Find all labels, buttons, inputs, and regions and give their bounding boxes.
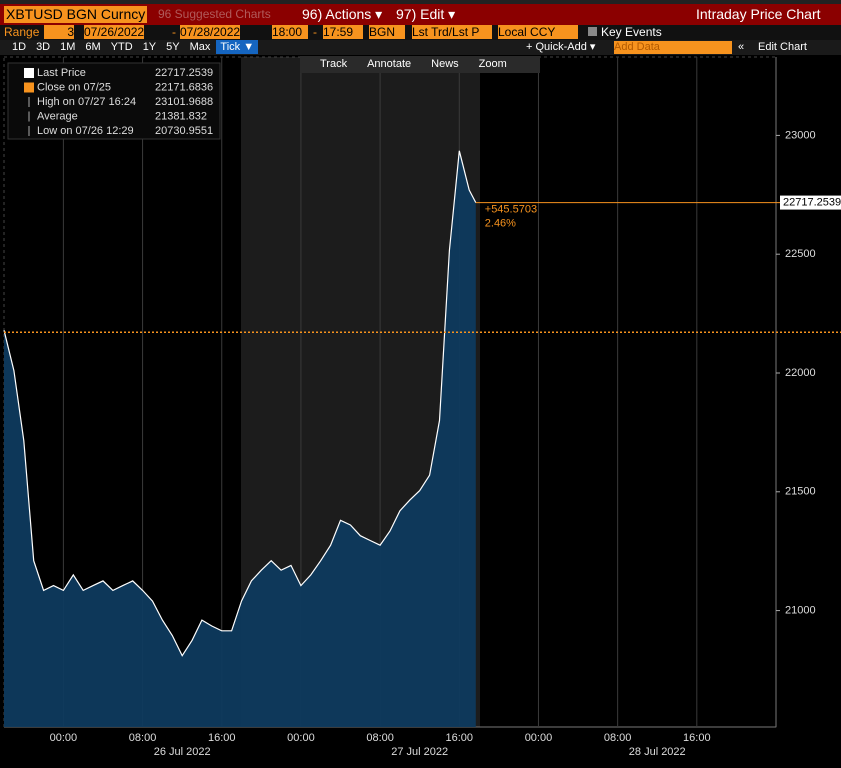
y-tick-label: 21000 xyxy=(785,604,816,616)
y-tick-label: 22000 xyxy=(785,367,816,379)
y-tick-label: 21500 xyxy=(785,486,816,498)
price-line xyxy=(3,150,477,657)
page-title: Intraday Price Chart xyxy=(696,6,821,22)
x-tick-label: 16:00 xyxy=(683,732,711,744)
last-price-label: 22717.2539 xyxy=(783,196,841,208)
legend-label: High on 07/27 16:24 xyxy=(37,96,136,108)
change-pct-label: 2.46% xyxy=(485,217,516,229)
key-events[interactable]: Key Events xyxy=(601,25,662,39)
legend-value: 23101.9688 xyxy=(155,96,213,108)
date-to[interactable]: 07/28/2022 xyxy=(180,25,241,39)
source[interactable]: BGN xyxy=(369,25,405,39)
period-button[interactable]: Max xyxy=(189,41,211,53)
collapse[interactable]: « xyxy=(738,41,745,53)
x-date-label: 26 Jul 2022 xyxy=(154,746,211,758)
legend-value: 22171.6836 xyxy=(155,81,213,93)
period-button[interactable]: YTD xyxy=(110,41,133,53)
y-tick-label: 22500 xyxy=(785,248,816,260)
period-button[interactable]: 3D xyxy=(36,41,51,53)
range-label: Range xyxy=(4,25,40,39)
legend-value: 20730.9551 xyxy=(155,125,213,137)
last-price-box xyxy=(780,195,841,210)
x-tick-label: 00:00 xyxy=(50,732,78,744)
x-tick-label: 16:00 xyxy=(208,732,236,744)
x-tick-label: 08:00 xyxy=(129,732,157,744)
legend-label: Last Price xyxy=(37,67,86,79)
x-tick-label: 08:00 xyxy=(366,732,394,744)
legend-label: Average xyxy=(37,110,78,122)
chart-tool[interactable]: Zoom xyxy=(478,58,507,70)
add-data[interactable]: Add Data xyxy=(614,41,732,54)
period-button[interactable]: 5Y xyxy=(166,41,180,53)
title-bar xyxy=(0,4,841,25)
checkbox[interactable] xyxy=(588,27,597,36)
x-date-label: 27 Jul 2022 xyxy=(391,746,448,758)
period-button[interactable]: 1Y xyxy=(142,41,157,53)
legend-label: Close on 07/25 xyxy=(37,81,111,93)
legend-swatch xyxy=(24,68,34,78)
range-input[interactable]: 3 xyxy=(44,25,74,39)
chart-tool[interactable]: Annotate xyxy=(367,58,412,70)
legend-label: Low on 07/26 12:29 xyxy=(37,125,134,137)
edit-chart[interactable]: Edit Chart xyxy=(758,41,807,53)
x-tick-label: 16:00 xyxy=(446,732,474,744)
period-button[interactable]: 1D xyxy=(12,41,27,53)
chart-tool[interactable]: Track xyxy=(320,58,348,70)
actions-menu[interactable]: 96) Actions ▾ xyxy=(302,6,383,22)
chart-tool[interactable]: News xyxy=(431,58,459,70)
y-tick-label: 23000 xyxy=(785,129,816,141)
currency[interactable]: Local CCY xyxy=(498,25,578,39)
ticker[interactable]: XBTUSD BGN Curncy xyxy=(4,6,148,23)
quick-add[interactable]: + Quick-Add ▾ xyxy=(526,41,596,53)
chart-toolbar: Track Annotate News Zoom xyxy=(300,56,540,73)
legend-value: 21381.832 xyxy=(155,110,207,122)
x-date-label: 28 Jul 2022 xyxy=(629,746,686,758)
period-button[interactable]: Tick ▼ xyxy=(216,40,259,54)
x-tick-label: 00:00 xyxy=(525,732,553,744)
dash: - xyxy=(313,25,317,39)
period-buttons: 1D 3D 1M 6M YTD 1Y 5Y Max Tick ▼ xyxy=(8,40,260,54)
edit-menu[interactable]: 97) Edit ▾ xyxy=(396,6,456,22)
x-tick-label: 08:00 xyxy=(604,732,632,744)
area xyxy=(4,150,476,728)
period-button[interactable]: 1M xyxy=(60,41,76,53)
time-from[interactable]: 18:00 xyxy=(272,25,308,39)
legend-value: 22717.2539 xyxy=(155,67,213,79)
change-label: +545.5703 xyxy=(485,203,537,215)
top-strip xyxy=(0,0,841,4)
x-tick-label: 00:00 xyxy=(287,732,315,744)
legend-swatch xyxy=(24,82,34,93)
time-to[interactable]: 17:59 xyxy=(323,25,363,39)
field[interactable]: Lst Trd/Lst P xyxy=(412,25,492,39)
legend-box xyxy=(7,62,221,140)
period-button[interactable]: 6M xyxy=(85,41,101,53)
date-from[interactable]: 07/26/2022 xyxy=(84,25,145,39)
dash: - xyxy=(172,25,176,39)
suggested-charts[interactable]: 96 Suggested Charts xyxy=(158,7,271,21)
